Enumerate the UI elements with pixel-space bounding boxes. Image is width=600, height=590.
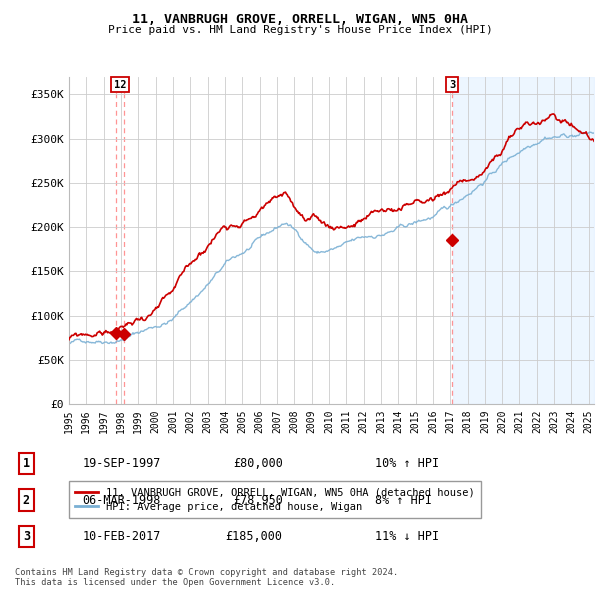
Text: 11, VANBRUGH GROVE, ORRELL, WIGAN, WN5 0HA: 11, VANBRUGH GROVE, ORRELL, WIGAN, WN5 0… — [132, 13, 468, 26]
Legend: 11, VANBRUGH GROVE, ORRELL, WIGAN, WN5 0HA (detached house), HPI: Average price,: 11, VANBRUGH GROVE, ORRELL, WIGAN, WN5 0… — [69, 481, 481, 518]
Text: 12: 12 — [114, 80, 127, 90]
Text: £185,000: £185,000 — [226, 530, 283, 543]
Text: Price paid vs. HM Land Registry's House Price Index (HPI): Price paid vs. HM Land Registry's House … — [107, 25, 493, 35]
Text: 3: 3 — [23, 530, 30, 543]
Text: 2: 2 — [23, 493, 30, 507]
Text: 06-MAR-1998: 06-MAR-1998 — [82, 493, 161, 507]
Text: 8% ↑ HPI: 8% ↑ HPI — [375, 493, 432, 507]
Text: 19-SEP-1997: 19-SEP-1997 — [82, 457, 161, 470]
Text: 10% ↑ HPI: 10% ↑ HPI — [375, 457, 439, 470]
Text: Contains HM Land Registry data © Crown copyright and database right 2024.
This d: Contains HM Land Registry data © Crown c… — [15, 568, 398, 587]
Text: £80,000: £80,000 — [233, 457, 283, 470]
Text: 1: 1 — [23, 457, 30, 470]
Text: 11% ↓ HPI: 11% ↓ HPI — [375, 530, 439, 543]
Text: 10-FEB-2017: 10-FEB-2017 — [82, 530, 161, 543]
Text: £78,950: £78,950 — [233, 493, 283, 507]
Text: 3: 3 — [449, 80, 455, 90]
